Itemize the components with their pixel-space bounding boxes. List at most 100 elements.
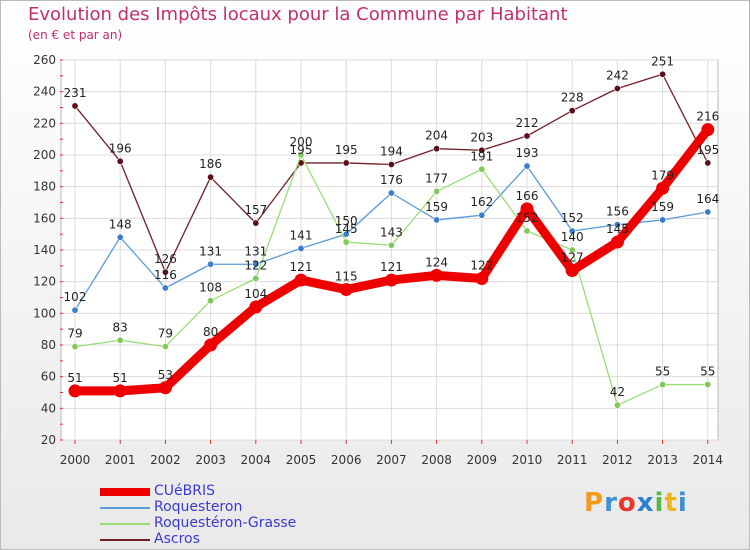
data-label: 157 [244, 203, 267, 217]
y-tick-label: 160 [33, 211, 56, 225]
data-point [568, 107, 576, 115]
data-label: 51 [67, 371, 82, 385]
data-label: 242 [606, 69, 629, 83]
data-point [523, 132, 531, 140]
data-point [659, 70, 667, 78]
data-point [610, 235, 624, 249]
data-label: 104 [244, 287, 267, 301]
x-tick-label: 2012 [602, 453, 633, 467]
x-tick-label: 2010 [512, 453, 543, 467]
x-tick-label: 2005 [286, 453, 317, 467]
x-tick-label: 2002 [150, 453, 181, 467]
data-point [430, 268, 444, 282]
data-point [520, 202, 534, 216]
y-tick-label: 260 [33, 53, 56, 67]
data-point [68, 384, 82, 398]
y-tick-label: 200 [33, 148, 56, 162]
data-label: 203 [470, 130, 493, 144]
legend-swatch [100, 539, 150, 541]
data-label: 145 [335, 222, 358, 236]
data-point [387, 161, 395, 169]
data-label: 228 [561, 91, 584, 105]
data-label: 102 [64, 290, 87, 304]
data-label: 55 [655, 365, 670, 379]
data-point [252, 260, 260, 268]
data-label: 251 [651, 54, 674, 68]
data-label: 164 [696, 192, 719, 206]
data-label: 148 [109, 217, 132, 231]
data-label: 115 [335, 270, 358, 284]
x-tick-label: 2013 [647, 453, 678, 467]
y-tick-label: 240 [33, 85, 56, 99]
y-tick-label: 180 [33, 180, 56, 194]
data-label: 80 [203, 325, 218, 339]
data-label: 53 [158, 368, 173, 382]
y-tick-label: 60 [41, 370, 56, 384]
data-label: 79 [67, 327, 82, 341]
data-label: 176 [380, 173, 403, 187]
data-point [704, 208, 712, 216]
data-point [207, 260, 215, 268]
data-label: 152 [516, 211, 539, 225]
chart-subtitle: (en € et par an) [28, 28, 123, 42]
data-label: 186 [199, 157, 222, 171]
legend-label: Roquesteron [154, 499, 243, 515]
data-point [252, 219, 260, 227]
data-label: 42 [610, 385, 625, 399]
data-label: 108 [199, 281, 222, 295]
data-point [478, 165, 486, 173]
data-label: 143 [380, 225, 403, 239]
data-point [116, 233, 124, 241]
x-tick-label: 2008 [421, 453, 452, 467]
data-point [613, 401, 621, 409]
data-label: 51 [113, 371, 128, 385]
data-label: 55 [700, 365, 715, 379]
data-point [71, 343, 79, 351]
y-tick-label: 80 [41, 338, 56, 352]
x-tick-label: 2011 [557, 453, 588, 467]
data-point [161, 343, 169, 351]
data-point [294, 273, 308, 287]
data-label: 145 [606, 222, 629, 236]
x-tick-label: 2014 [693, 453, 724, 467]
data-point [568, 227, 576, 235]
data-point [565, 264, 579, 278]
data-label: 162 [470, 195, 493, 209]
data-label: 150 [335, 214, 358, 228]
data-point [342, 238, 350, 246]
data-label: 83 [113, 320, 128, 334]
data-label: 195 [335, 143, 358, 157]
legend-swatch [100, 507, 150, 509]
data-label: 156 [606, 205, 629, 219]
data-label: 212 [516, 116, 539, 130]
data-point [384, 273, 398, 287]
x-tick-label: 2009 [467, 453, 498, 467]
data-label: 159 [651, 200, 674, 214]
data-label: 124 [425, 255, 448, 269]
data-label: 121 [290, 260, 313, 274]
data-point [161, 268, 169, 276]
proxiti-logo: Proxiti [584, 488, 688, 518]
data-label: 79 [158, 327, 173, 341]
data-point [701, 123, 715, 137]
data-label: 122 [244, 259, 267, 273]
data-point [297, 151, 305, 159]
data-label: 166 [516, 189, 539, 203]
data-point [613, 221, 621, 229]
data-point [523, 162, 531, 170]
data-label: 140 [561, 230, 584, 244]
x-tick-label: 2007 [376, 453, 407, 467]
data-label: 194 [380, 145, 403, 159]
data-point [342, 159, 350, 167]
y-tick-label: 40 [41, 401, 56, 415]
data-point [342, 230, 350, 238]
y-tick-label: 100 [33, 306, 56, 320]
data-point [433, 216, 441, 224]
data-point [71, 102, 79, 110]
data-point [433, 145, 441, 153]
data-point [433, 187, 441, 195]
data-point [116, 336, 124, 344]
legend-swatch [100, 523, 150, 525]
data-point [478, 146, 486, 154]
